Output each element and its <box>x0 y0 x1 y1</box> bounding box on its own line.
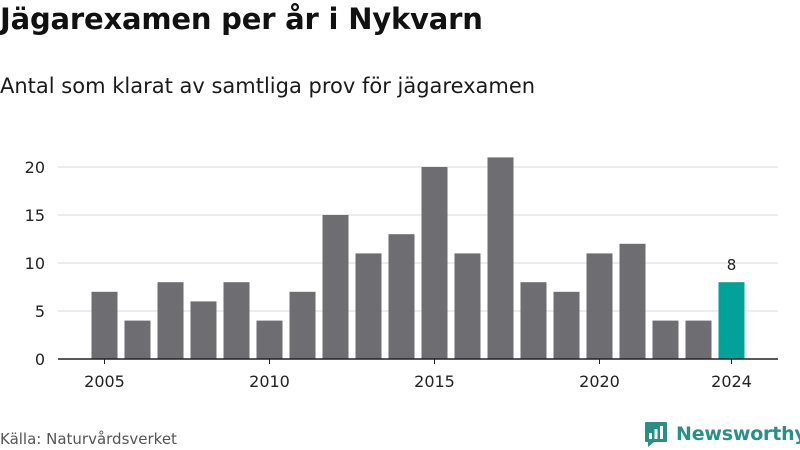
x-tick-label: 2010 <box>249 372 290 391</box>
y-tick-label: 5 <box>35 302 45 321</box>
bar[interactable] <box>685 320 712 359</box>
x-axis-ticks: 2005 2010 2015 2020 2024 <box>84 359 752 391</box>
bar[interactable] <box>157 282 184 359</box>
bar[interactable] <box>124 320 151 359</box>
bar-chart: 0 5 10 15 20 8 2005 2010 2015 2020 2024 <box>25 157 778 391</box>
x-tick-label: 2015 <box>414 372 455 391</box>
chart-title: Jägarexamen per år i Nykvarn <box>0 2 483 36</box>
bar[interactable] <box>586 253 613 359</box>
bar[interactable] <box>190 301 217 359</box>
y-tick-label: 0 <box>35 350 45 369</box>
source-note: Källa: Naturvårdsverket <box>0 430 177 448</box>
bar[interactable] <box>91 291 118 359</box>
brand-logo[interactable]: Newsworthy <box>644 420 800 448</box>
bar[interactable] <box>421 167 448 359</box>
bar[interactable] <box>388 234 415 359</box>
y-axis-ticks: 0 5 10 15 20 <box>25 158 45 369</box>
x-tick-label: 2024 <box>711 372 752 391</box>
bar-data-label: 8 <box>727 256 737 274</box>
bar[interactable] <box>289 291 316 359</box>
bar[interactable] <box>487 157 514 359</box>
data-labels: 8 <box>58 256 778 360</box>
bar[interactable] <box>619 243 646 359</box>
bar[interactable] <box>520 282 547 359</box>
bar[interactable] <box>355 253 382 359</box>
bar-highlight[interactable] <box>718 282 745 359</box>
newsworthy-logo-icon <box>645 422 667 447</box>
x-tick-label: 2005 <box>84 372 125 391</box>
brand-name: Newsworthy <box>676 423 800 445</box>
y-tick-label: 20 <box>25 158 45 177</box>
x-tick-label: 2020 <box>579 372 620 391</box>
chart-subtitle: Antal som klarat av samtliga prov för jä… <box>0 74 536 98</box>
y-tick-label: 15 <box>25 206 45 225</box>
bar[interactable] <box>322 215 349 359</box>
bar[interactable] <box>652 320 679 359</box>
bar[interactable] <box>256 320 283 359</box>
y-tick-label: 10 <box>25 254 45 273</box>
bar[interactable] <box>223 282 250 359</box>
bars <box>91 157 745 359</box>
bar[interactable] <box>553 291 580 359</box>
bar[interactable] <box>454 253 481 359</box>
